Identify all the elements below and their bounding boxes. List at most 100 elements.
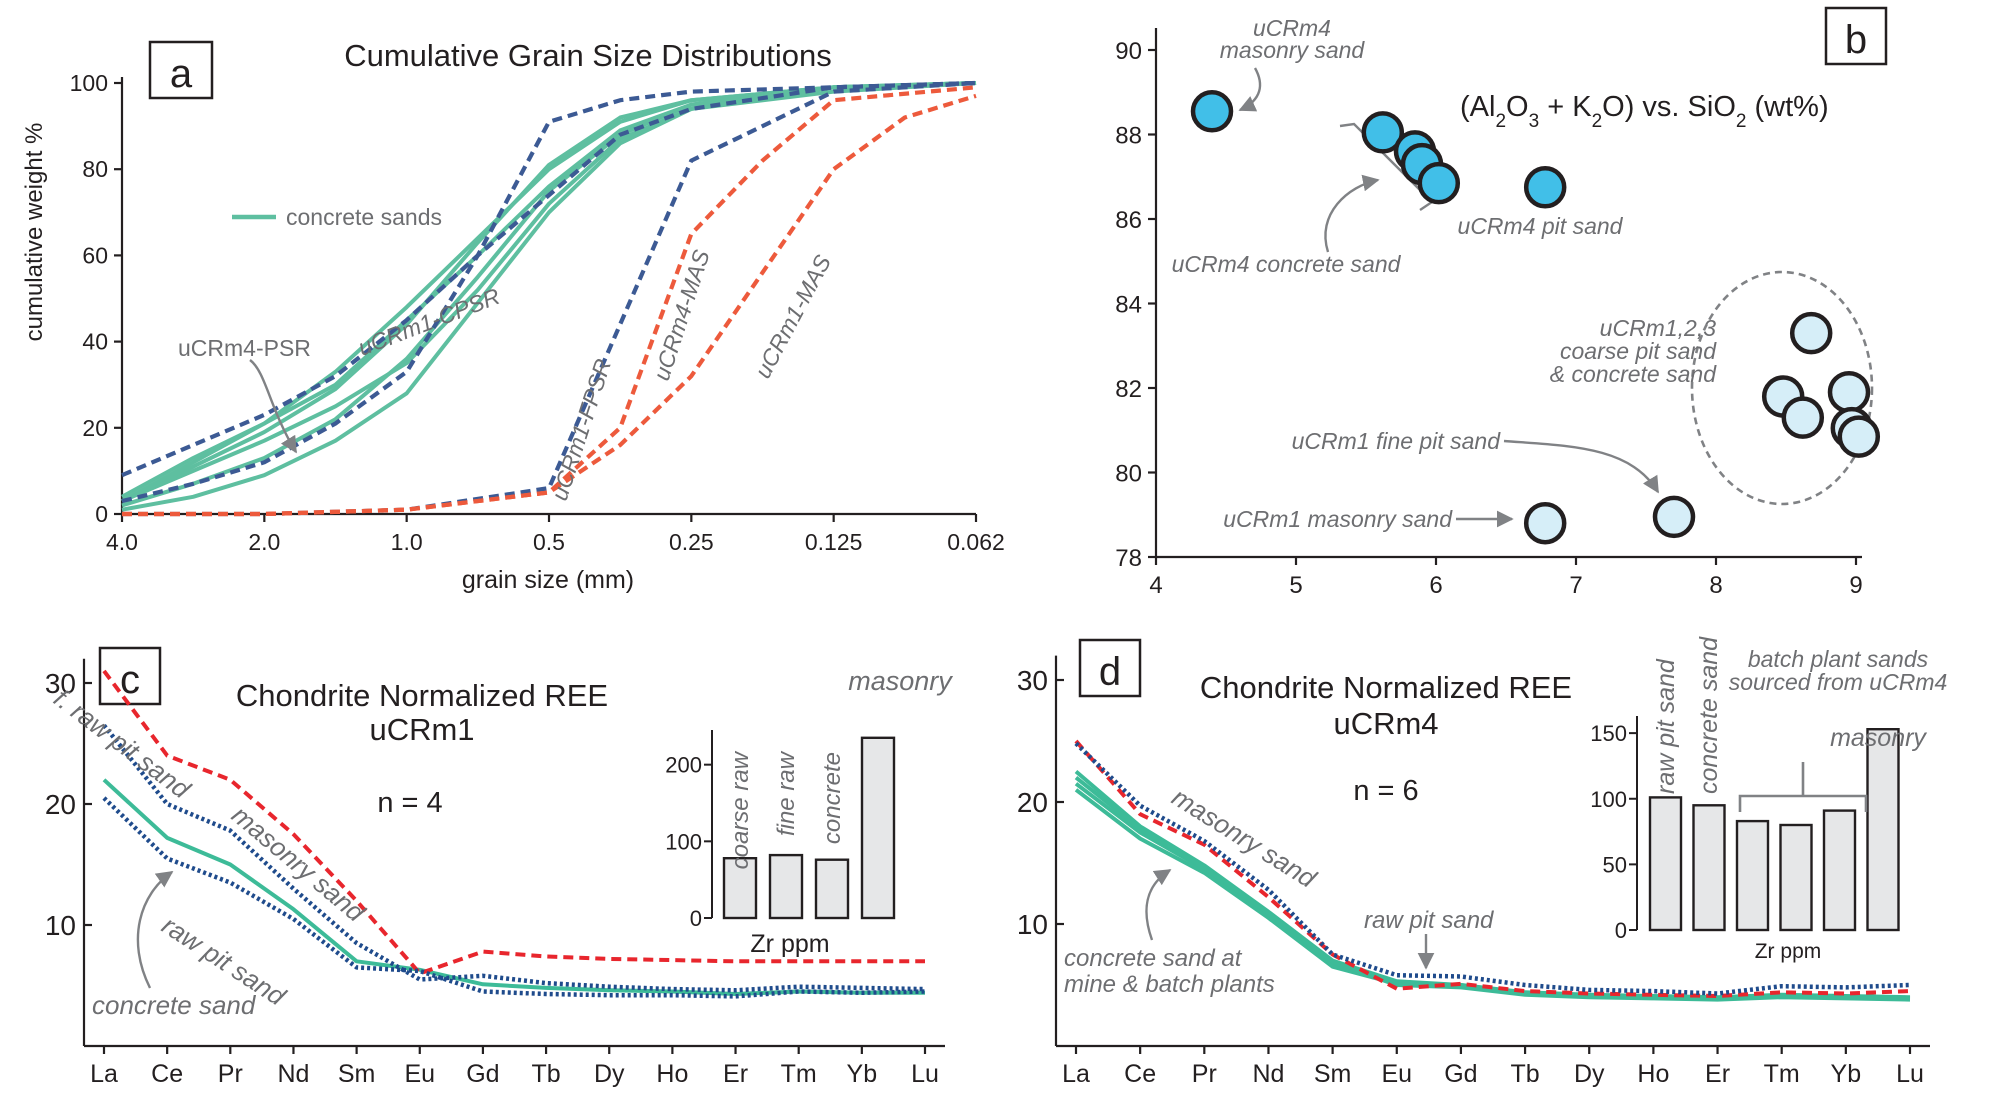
- panel-c-inset-y-tick-label: 0: [690, 906, 702, 931]
- panel-d-x-tick-label: Dy: [1574, 1060, 1605, 1088]
- panel-b-y-tick-label: 84: [1115, 292, 1142, 319]
- panel-d-x-tick-label: Er: [1705, 1060, 1730, 1088]
- panel-a-x-tick-label: 1.0: [391, 529, 423, 555]
- panel-d-x-tick-label: Ho: [1637, 1060, 1669, 1088]
- panel-b-point-ucrm1-2-3: [1652, 495, 1696, 539]
- panel-d-n-label: n = 6: [1353, 775, 1418, 807]
- panel-a-line-ucrm1-cpsr: [121, 80, 977, 478]
- panel-a-x-tick-label: 0.062: [947, 529, 1005, 555]
- panel-d-inset-bar-concrete-sand: [1692, 804, 1726, 932]
- panel-c-inset-y-tick-label: 200: [665, 753, 702, 778]
- panel-a-legend-label: concrete sands: [286, 204, 442, 230]
- panel-b-point-ucrm4: [1523, 166, 1567, 209]
- panel-a-line-concrete-sand-3: [121, 81, 977, 508]
- panel-c-n-label: n = 4: [377, 787, 442, 819]
- panel-a-psr-arrow: [249, 359, 298, 454]
- panel-d-line-raw-pit-sand: [1074, 741, 1911, 996]
- panel-c-x-tick-label: Ce: [151, 1060, 183, 1088]
- panel-b-point-ucrm1-2-3: [1789, 311, 1833, 355]
- panel-b-annot-coarse-b: coarse pit sand: [1560, 338, 1717, 364]
- panel-b-annot-fine1: uCRm1 fine pit sand: [1292, 428, 1502, 454]
- panel-a-x-tick-label: 0.125: [805, 529, 863, 555]
- panel-c-inset: 0 100 200 Zr ppm coarse raw fine raw concrete m…: [665, 666, 953, 958]
- panel-d-inset-y-tick-label: 50: [1603, 852, 1627, 877]
- panel-c-label-masonry: masonry sand: [226, 800, 372, 929]
- panel-b-x-tick-label: 8: [1709, 572, 1722, 599]
- panel-a-line-concrete-sand-6: [121, 81, 977, 499]
- panel-b-masonry4-arrow: [1238, 67, 1262, 112]
- panel-c-series: [102, 669, 926, 999]
- panel-a-x-tick-label: 2.0: [248, 529, 280, 555]
- panel-b-label-box: [1824, 6, 1888, 66]
- panel-d-inset-bar-masonry: [1866, 728, 1900, 932]
- panel-b-y-tick-label: 90: [1115, 38, 1142, 65]
- panel-d-x-tick-label: Tm: [1764, 1060, 1800, 1088]
- panel-a-line-concrete-sand-4: [121, 81, 977, 512]
- panel-d-axes: La Ce Pr Nd Sm Eu Gd Tb Dy Ho Er Tm Yb Lu 10 20 30: [1017, 655, 1930, 1088]
- panel-d: d Chondrite Normalized REE uCRm4 n = 6 L…: [1017, 636, 1947, 1088]
- panel-c-line-concrete-sand: [102, 778, 925, 996]
- panel-b-title: (Al2O3 + K2O) vs. SiO2 (wt%): [1460, 91, 1829, 132]
- panel-a-y-tick-label: 20: [82, 415, 108, 441]
- panel-a-y-tick-label: 40: [82, 329, 108, 355]
- panel-a-line-ucrm4-mas: [122, 85, 977, 517]
- panel-b-point-ucrm1-2-3: [1523, 501, 1567, 545]
- panel-b-x-tick-label: 7: [1569, 572, 1582, 599]
- panel-a-annot-ucrm1-cpsr: uCRm1-CPSR: [354, 283, 503, 361]
- panel-b-point-ucrm1-2-3: [1837, 415, 1881, 458]
- panel-d-x-tick-label: La: [1062, 1060, 1090, 1088]
- panel-b-bracket: [1339, 122, 1434, 211]
- panel-c-line-masonry-sand: [102, 669, 925, 976]
- panel-b-annot-masonry4-b: masonry sand: [1220, 37, 1366, 63]
- panel-d-inset-bar-batch-1: [1735, 819, 1770, 932]
- panel-a-annot-ucrm4-psr: uCRm4-PSR: [178, 335, 311, 361]
- panel-d-label-box: [1078, 638, 1142, 698]
- panel-c-subtitle: uCRm1: [369, 712, 474, 747]
- panel-c-inset-y-tick-label: 100: [665, 829, 702, 854]
- panel-a-xlabel: grain size (mm): [462, 566, 634, 594]
- panel-a-label: a: [170, 52, 193, 96]
- panel-d-label-raw: raw pit sand: [1364, 907, 1494, 934]
- panel-c-x-tick-label: Dy: [594, 1060, 625, 1088]
- panel-d-x-tick-label: Pr: [1192, 1060, 1217, 1088]
- panel-c-inset-label-masonry: masonry: [848, 666, 953, 696]
- panel-d-inset-bracket: [1738, 762, 1868, 812]
- panel-d-title: Chondrite Normalized REE: [1200, 670, 1572, 705]
- panel-a-ylabel: cumulative weight %: [21, 123, 48, 342]
- panel-d-inset: 0 50 100 150 Zr ppm raw pit sand concrete sand…: [1590, 636, 1947, 963]
- panel-d-inset-label-concrete-sand: concrete sand: [1695, 636, 1723, 794]
- panel-d-x-tick-label: Sm: [1314, 1060, 1352, 1088]
- panel-c-y-tick-label: 20: [45, 789, 76, 820]
- panel-b-x-tick-label: 9: [1849, 572, 1862, 599]
- panel-d-inset-label-raw-pit-sand: raw pit sand: [1652, 658, 1680, 794]
- panel-b-x-tick-label: 4: [1149, 572, 1162, 599]
- panel-a-axes: 4.0 2.0 1.0 0.5 0.25 0.125 0.062 0 20 40 60 80 100: [70, 70, 1005, 555]
- panel-c-x-tick-label: Sm: [338, 1060, 376, 1088]
- panel-d-line-concrete-sand-4: [1074, 776, 1911, 1001]
- panel-d-inset-y-tick-label: 100: [1590, 787, 1627, 812]
- panel-b-x-tick-label: 6: [1429, 572, 1442, 599]
- panel-a-x-tick-label: 0.5: [533, 529, 565, 555]
- panel-a-y-tick-label: 80: [82, 156, 108, 182]
- panel-a-series: [121, 80, 977, 517]
- panel-d-x-tick-label: Tb: [1510, 1060, 1539, 1088]
- panel-c-inset-label-coarse-raw: coarse raw: [727, 750, 754, 869]
- panel-c-label-concrete: concrete sand: [92, 990, 257, 1020]
- panel-a-label-box: [148, 40, 214, 100]
- panel-b-annot-concrete4: uCRm4 concrete sand: [1172, 251, 1402, 277]
- panel-b-points: [1190, 90, 1881, 545]
- panel-d-concrete-arrow: [1145, 868, 1172, 941]
- panel-c-y-tick-label: 10: [45, 910, 76, 941]
- panel-c-concrete-arrow: [136, 871, 174, 989]
- panel-d-label: d: [1099, 650, 1121, 694]
- panel-b-y-tick-label: 86: [1115, 207, 1142, 234]
- panel-b: b (Al2O3 + K2O) vs. SiO2 (wt%) 4 5 6 7 8 9788…: [1115, 6, 1888, 599]
- panel-c-inset-bar-masonry: [860, 736, 896, 920]
- panel-b-point-ucrm1-2-3: [1827, 370, 1871, 414]
- panel-b-point-ucrm4: [1361, 111, 1405, 154]
- panel-a-y-tick-label: 0: [95, 501, 108, 527]
- panel-b-x-tick-label: 5: [1289, 572, 1302, 599]
- panel-d-series: [1074, 739, 1911, 1002]
- panel-d-x-tick-label: Eu: [1381, 1060, 1412, 1088]
